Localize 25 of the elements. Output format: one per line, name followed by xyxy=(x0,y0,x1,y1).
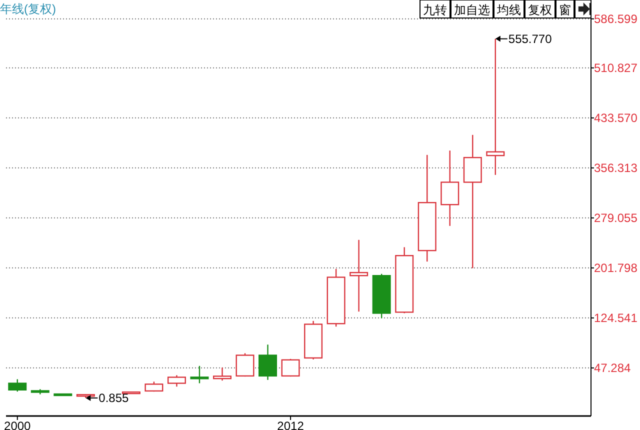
candlestick xyxy=(463,134,482,269)
annotation: 复权 xyxy=(528,3,552,17)
y-tick-label: 279.055 xyxy=(594,210,638,225)
y-tick-label: 124.541 xyxy=(594,310,638,325)
annotation: 加自选 xyxy=(454,3,490,17)
candlestick xyxy=(167,374,186,388)
annotation: 0.855 xyxy=(98,390,130,405)
x-tick-label: 2012 xyxy=(277,419,304,430)
y-tick-label: 201.798 xyxy=(594,260,638,275)
x-tick-label: 2000 xyxy=(4,419,32,430)
candlestick xyxy=(258,344,278,380)
annotation: 均线 xyxy=(496,3,521,17)
candlestick xyxy=(212,366,232,382)
candlestick xyxy=(350,239,368,312)
candlestick xyxy=(440,150,460,227)
candlestick xyxy=(418,154,436,262)
y-tick-label: 510.827 xyxy=(594,60,638,75)
y-tick-label: 47.284 xyxy=(594,360,632,375)
y-tick-label: 586.599 xyxy=(594,12,638,26)
chart-title: 年线(复权) xyxy=(0,2,56,16)
y-tick-label: 433.570 xyxy=(594,110,638,125)
annotation: 窗 xyxy=(559,3,571,17)
y-tick-label: 356.313 xyxy=(594,160,638,175)
annotation: 九转 xyxy=(423,3,447,17)
annotation: 555.770 xyxy=(508,32,552,46)
